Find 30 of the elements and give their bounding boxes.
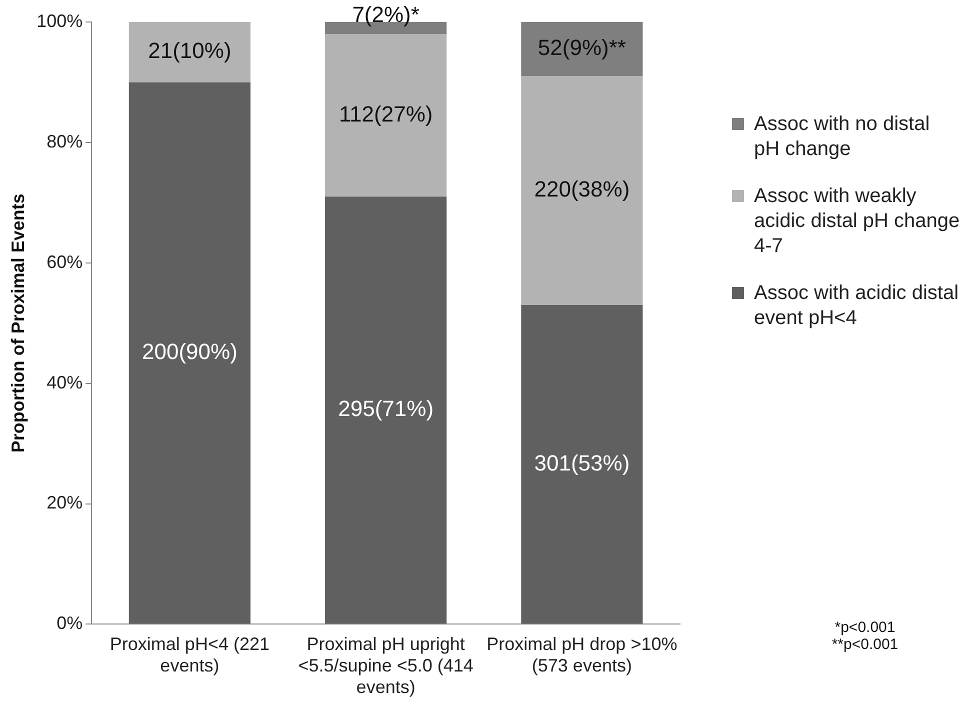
bar xyxy=(325,196,447,624)
bar xyxy=(128,82,250,624)
bar xyxy=(325,34,447,197)
legend-label: Assoc with weakly acidic distal pH change 4-7 xyxy=(754,184,960,259)
y-tick-label: 0% xyxy=(56,613,83,634)
bar xyxy=(521,305,643,624)
bar xyxy=(521,76,643,306)
y-tick-label: 80% xyxy=(46,131,83,152)
x-tick-label: Proximal pH upright <5.5/supine <5.0 (414 events) xyxy=(298,634,474,698)
data-label: 295(71%) xyxy=(338,396,434,422)
data-label: 7(2%)* xyxy=(352,2,420,28)
data-label: 220(38%) xyxy=(534,176,630,202)
data-label: 200(90%) xyxy=(142,339,238,364)
y-tick-label: 20% xyxy=(46,492,83,513)
data-label: 112(27%) xyxy=(338,101,433,126)
text: **p<0.001 xyxy=(830,636,900,653)
data-label: 52(9%)** xyxy=(538,35,626,60)
x-tick-label: Proximal pH<4 (221 events) xyxy=(110,634,270,676)
y-tick-label: 40% xyxy=(46,372,83,392)
text: *p<0.001 xyxy=(834,619,896,636)
bar xyxy=(521,22,643,76)
data-label: 301(53%) xyxy=(534,450,630,476)
x-tick-label: Proximal pH drop >10% (573 events) xyxy=(486,634,678,676)
data-label: 21(10%) xyxy=(148,38,232,64)
bar xyxy=(128,22,250,82)
legend-label: Assoc with no distal pH change xyxy=(754,112,931,162)
y-axis-title: Proportion of Proximal Events xyxy=(8,194,28,453)
legend-label: Assoc with acidic distal event pH<4 xyxy=(754,281,960,331)
y-tick-label: 100% xyxy=(36,10,83,31)
y-tick-label: 60% xyxy=(46,252,83,272)
